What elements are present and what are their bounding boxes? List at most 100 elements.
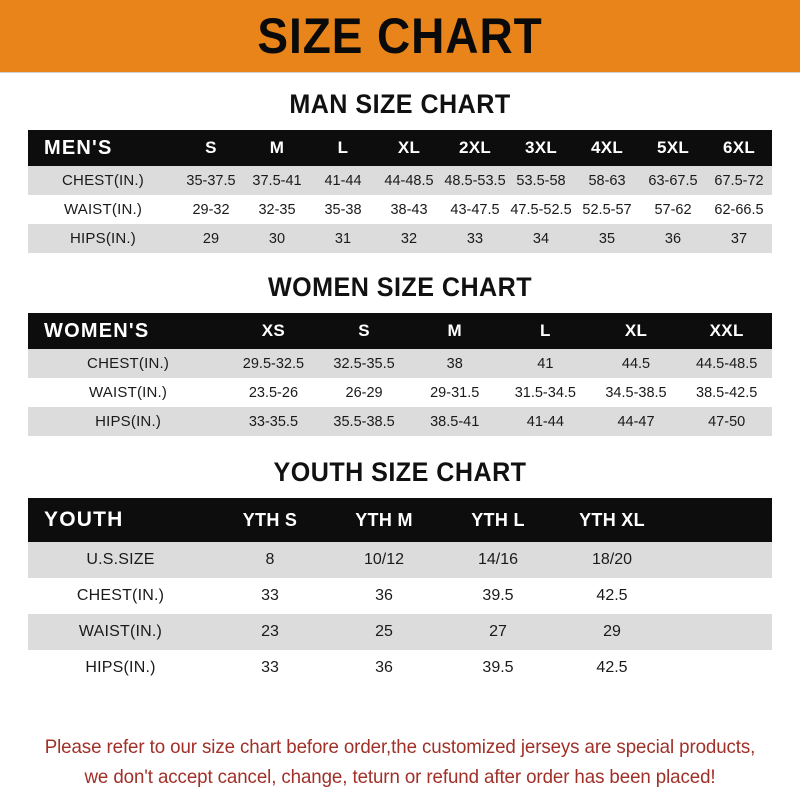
youth-size-header: YTH M: [355, 509, 413, 530]
youth-size-header: YTH XL: [579, 509, 645, 530]
cell: 37: [706, 224, 772, 253]
women-size-chart-table: WOMEN'S XS S M L XL XXL CHEST(IN.) 29.5-…: [28, 313, 772, 436]
women-size-header: S: [358, 321, 370, 340]
row-label: U.S.SIZE: [28, 542, 213, 578]
men-size-header: 2XL: [458, 138, 492, 157]
cell: 25: [327, 614, 441, 650]
cell: 33: [213, 650, 327, 686]
row-label: HIPS(IN.): [28, 224, 178, 253]
cell: 35.5-38.5: [318, 407, 410, 436]
row-label: WAIST(IN.): [28, 614, 213, 650]
cell: 27: [441, 614, 555, 650]
cell: 42.5: [555, 578, 669, 614]
table-header-row: YOUTH YTH S YTH M YTH L YTH XL: [28, 498, 772, 542]
cell: 41: [500, 349, 591, 378]
cell: 38-43: [376, 195, 442, 224]
row-label: CHEST(IN.): [28, 578, 213, 614]
table-row: HIPS(IN.) 33-35.5 35.5-38.5 38.5-41 41-4…: [28, 407, 772, 436]
cell: 14/16: [441, 542, 555, 578]
cell: 44-47: [590, 407, 682, 436]
men-size-header: 6XL: [722, 138, 756, 157]
cell: 38.5-42.5: [681, 378, 772, 407]
cell: 34: [508, 224, 574, 253]
cell: 37.5-41: [244, 166, 310, 195]
cell: 23.5-26: [228, 378, 319, 407]
cell: 67.5-72: [706, 166, 772, 195]
cell: 23: [213, 614, 327, 650]
youth-header-spacer: [669, 498, 772, 542]
women-size-chart-title: WOMEN SIZE CHART: [267, 272, 533, 302]
table-row: WAIST(IN.) 29-32 32-35 35-38 38-43 43-47…: [28, 195, 772, 224]
women-size-header: XS: [261, 321, 286, 340]
cell: 35-38: [310, 195, 376, 224]
cell: 29-31.5: [409, 378, 501, 407]
table-header-row: WOMEN'S XS S M L XL XXL: [28, 313, 772, 349]
cell: 18/20: [555, 542, 669, 578]
cell: 10/12: [327, 542, 441, 578]
cell: 44.5: [590, 349, 682, 378]
youth-size-header: YTH S: [242, 509, 298, 530]
cell: 53.5-58: [508, 166, 574, 195]
cell: 33: [442, 224, 508, 253]
page-title: SIZE CHART: [257, 8, 543, 64]
men-size-header: 4XL: [590, 138, 624, 157]
youth-size-chart-title: YOUTH SIZE CHART: [273, 457, 527, 487]
cell: 34.5-38.5: [590, 378, 682, 407]
men-header-label: MEN'S: [44, 136, 113, 159]
cell: 57-62: [640, 195, 706, 224]
table-row: CHEST(IN.) 29.5-32.5 32.5-35.5 38 41 44.…: [28, 349, 772, 378]
cell: 36: [327, 650, 441, 686]
cell-spacer: [669, 542, 772, 578]
row-label: CHEST(IN.): [28, 166, 178, 195]
cell: 32.5-35.5: [318, 349, 410, 378]
women-size-header: L: [540, 321, 551, 340]
cell: 33-35.5: [228, 407, 319, 436]
cell: 31: [310, 224, 376, 253]
youth-size-header: YTH L: [471, 509, 525, 530]
men-size-header: 3XL: [524, 138, 558, 157]
table-row: CHEST(IN.) 33 36 39.5 42.5: [28, 578, 772, 614]
women-size-header: XL: [624, 321, 648, 340]
cell: 29.5-32.5: [228, 349, 319, 378]
row-label: CHEST(IN.): [28, 349, 229, 378]
cell: 47.5-52.5: [508, 195, 574, 224]
cell: 58-63: [574, 166, 640, 195]
cell: 33: [213, 578, 327, 614]
women-header-label: WOMEN'S: [44, 319, 150, 342]
men-size-header: S: [205, 138, 217, 157]
cell: 44-48.5: [376, 166, 442, 195]
man-size-chart-title: MAN SIZE CHART: [289, 89, 511, 119]
table-row: CHEST(IN.) 35-37.5 37.5-41 41-44 44-48.5…: [28, 166, 772, 195]
cell: 8: [213, 542, 327, 578]
cell: 62-66.5: [706, 195, 772, 224]
cell: 29: [178, 224, 244, 253]
order-notice-line-1: Please refer to our size chart before or…: [44, 735, 756, 758]
row-label: HIPS(IN.): [28, 407, 229, 436]
order-notice: Please refer to our size chart before or…: [0, 732, 800, 792]
table-row: HIPS(IN.) 33 36 39.5 42.5: [28, 650, 772, 686]
men-size-header: M: [269, 138, 285, 157]
table-row: U.S.SIZE 8 10/12 14/16 18/20: [28, 542, 772, 578]
cell: 63-67.5: [640, 166, 706, 195]
cell-spacer: [669, 578, 772, 614]
men-size-header: L: [337, 138, 349, 157]
cell: 39.5: [441, 650, 555, 686]
table-row: HIPS(IN.) 29 30 31 32 33 34 35 36 37: [28, 224, 772, 253]
men-size-header: 5XL: [656, 138, 690, 157]
cell: 32-35: [244, 195, 310, 224]
cell: 38: [409, 349, 501, 378]
youth-size-chart-table: YOUTH YTH S YTH M YTH L YTH XL U.S.SIZE …: [28, 498, 772, 686]
row-label: WAIST(IN.): [28, 378, 229, 407]
cell: 43-47.5: [442, 195, 508, 224]
row-label: WAIST(IN.): [28, 195, 178, 224]
cell: 32: [376, 224, 442, 253]
table-row: WAIST(IN.) 23.5-26 26-29 29-31.5 31.5-34…: [28, 378, 772, 407]
row-label: HIPS(IN.): [28, 650, 213, 686]
cell: 47-50: [681, 407, 772, 436]
table-row: WAIST(IN.) 23 25 27 29: [28, 614, 772, 650]
men-size-header: XL: [397, 138, 421, 157]
cell: 48.5-53.5: [442, 166, 508, 195]
cell: 38.5-41: [409, 407, 501, 436]
women-size-header: XXL: [709, 321, 744, 340]
cell: 42.5: [555, 650, 669, 686]
